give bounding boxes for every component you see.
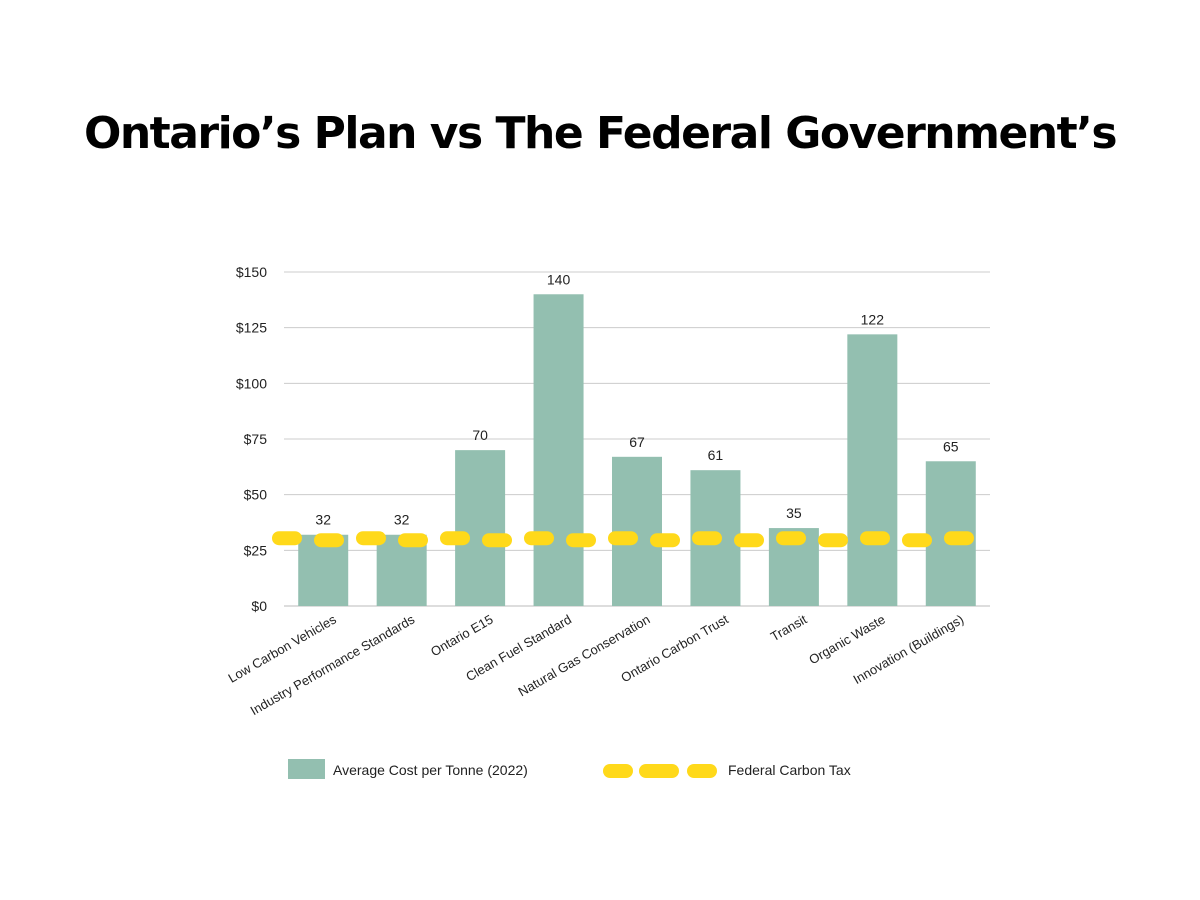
bar — [455, 450, 506, 606]
data-label: 140 — [547, 271, 571, 287]
y-tick-label: $75 — [244, 431, 268, 447]
reference-line — [272, 531, 974, 548]
bar — [847, 334, 898, 606]
y-tick-label: $50 — [244, 487, 268, 503]
data-label: 61 — [708, 447, 724, 463]
y-tick-label: $25 — [244, 542, 268, 558]
legend-label-federal-carbon-tax: Federal Carbon Tax — [728, 762, 851, 778]
data-label: 67 — [629, 434, 645, 450]
bars — [298, 294, 976, 606]
bar — [533, 294, 584, 606]
legend-label-average-cost: Average Cost per Tonne (2022) — [333, 762, 528, 778]
data-label: 70 — [472, 427, 488, 443]
page-title: Ontario’s Plan vs The Federal Government… — [83, 108, 1118, 159]
legend: Average Cost per Tonne (2022) Federal Ca… — [288, 759, 851, 779]
data-label: 35 — [786, 505, 802, 521]
x-tick-label: Ontario E15 — [428, 612, 496, 660]
x-tick-label: Transit — [768, 611, 810, 644]
y-tick-label: $150 — [236, 264, 267, 280]
y-tick-label: $125 — [236, 320, 267, 336]
data-label: 65 — [943, 438, 959, 454]
data-label: 32 — [315, 512, 331, 528]
y-axis-ticks: $0 $25 $50 $75 $100 $125 $150 — [236, 264, 267, 614]
y-tick-label: $0 — [251, 598, 267, 614]
x-tick-label: Natural Gas Conservation — [515, 612, 652, 700]
legend-swatch-average-cost — [288, 759, 325, 779]
y-tick-label: $100 — [236, 375, 267, 391]
data-label: 122 — [861, 311, 885, 327]
data-labels: 32 32 70 140 67 61 35 122 65 — [315, 271, 958, 527]
data-label: 32 — [394, 512, 410, 528]
